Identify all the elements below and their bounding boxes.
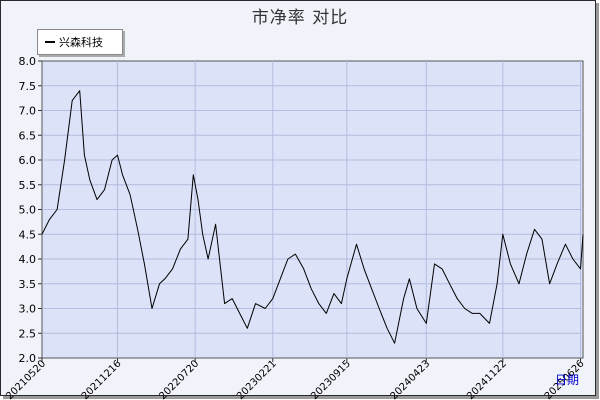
- legend-label: 兴森科技: [59, 36, 103, 49]
- x-axis-title: 日期: [555, 373, 580, 387]
- y-tick-label: 4.0: [19, 253, 37, 266]
- y-axis: 2.0 2.5 3.0 3.5 4.0 4.5 5.0 5.5 6.0 6.5 7.0 7.5 8.0: [19, 55, 42, 365]
- y-tick-label: 7.5: [19, 80, 37, 93]
- y-tick-label: 5.5: [19, 179, 37, 192]
- x-tick-label: 20240423: [389, 358, 433, 400]
- y-tick-label: 2.0: [19, 352, 37, 365]
- series-layer: [41, 90, 584, 344]
- x-tick-label: 20241122: [465, 358, 509, 400]
- x-tick-label: 20230915: [309, 358, 353, 400]
- x-tick-label: 20211216: [80, 358, 124, 400]
- grid-layer: [42, 61, 583, 358]
- x-tick-label: 20230221: [235, 358, 279, 400]
- y-tick-label: 4.5: [19, 228, 37, 241]
- y-tick-label: 6.0: [19, 154, 37, 167]
- y-tick-label: 3.5: [19, 278, 37, 291]
- x-axis: 20210520 20211216 20220720 20230221 20230915…: [4, 358, 587, 400]
- y-tick-label: 3.0: [19, 303, 37, 316]
- legend: 兴森科技: [37, 29, 123, 55]
- y-tick-label: 2.5: [19, 327, 37, 340]
- x-tick-label: 20220720: [157, 358, 201, 400]
- chart-title: 市净率 对比: [251, 8, 349, 28]
- series-line-兴森科技: [41, 90, 584, 344]
- y-tick-label: 5.0: [19, 204, 37, 217]
- y-tick-label: 8.0: [19, 55, 37, 68]
- legend-swatch: [45, 41, 55, 43]
- y-tick-label: 7.0: [19, 105, 37, 118]
- y-tick-label: 6.5: [19, 129, 37, 142]
